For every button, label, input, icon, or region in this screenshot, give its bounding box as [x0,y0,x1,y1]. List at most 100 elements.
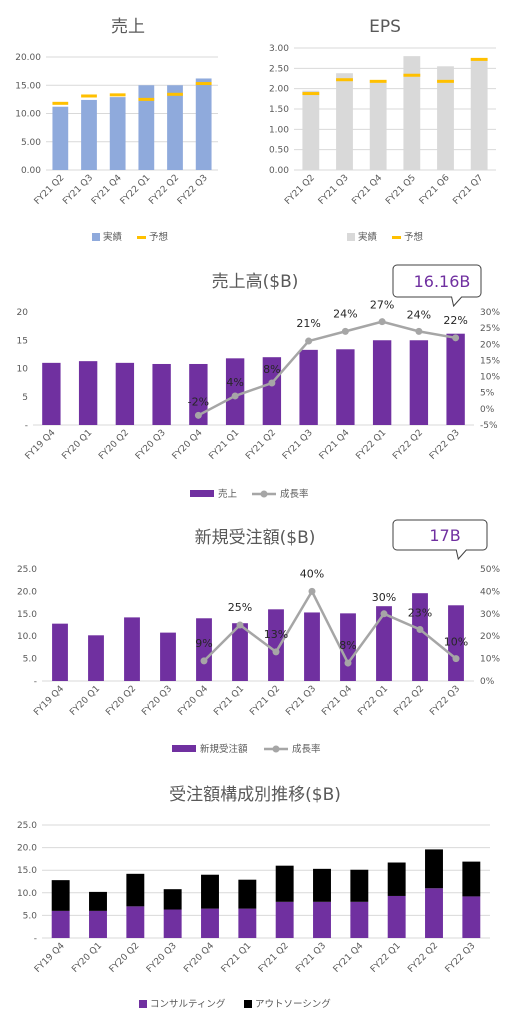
bar-actual [195,78,212,170]
legend-label: 実績 [103,231,123,243]
bar-outsourcing [462,861,481,897]
growth-label: 8% [339,639,356,652]
bar-value [78,361,98,425]
bar-consulting [238,908,257,938]
x-tick-label: FY21 Q7 [451,173,485,207]
legend-label: アウトソーシング [255,998,331,1010]
forecast-marker [336,78,353,82]
bar-consulting [275,901,294,938]
bar-value [336,349,355,425]
bar-consulting [163,909,182,938]
growth-label: 8% [263,363,280,376]
x-tick-label: FY22 Q2 [391,428,425,462]
bar-consulting [313,901,331,938]
y-tick-label: 20.00 [15,53,41,63]
y-tick-label: 10.0 [17,889,37,899]
y2-tick-label: 10% [480,373,500,383]
growth-point [416,625,424,633]
growth-label: 27% [370,299,394,312]
callout-box [392,264,482,308]
bar-value [412,593,428,681]
y2-tick-label: 15% [480,356,500,366]
y2-tick-label: 30% [480,308,500,318]
y-tick-label: 15.0 [17,866,37,876]
legend-swatch [139,1000,147,1008]
bar-consulting [126,906,145,938]
chart-revenue: 売上高($B) - 5 10 15 20 -5% 0% 5% 10% 15% 20% 25% 30% -2%… [17,264,500,500]
x-tick-label: FY20 Q2 [97,428,131,462]
bar-value [88,635,104,681]
y-tick-label: 0.00 [269,166,289,176]
bar-consulting [201,908,219,938]
growth-label: 9% [195,637,212,650]
legend-swatch [347,233,355,241]
y-tick-label: 0.00 [21,166,41,176]
x-tick-label: FY20 Q1 [60,428,94,462]
bar-value [340,613,356,681]
growth-point [231,392,239,400]
x-tick-label: FY21 Q3 [294,941,328,975]
bar-actual [109,97,126,170]
legend-swatch-point [272,745,280,753]
bar-value [152,363,171,425]
bar-outsourcing [126,873,145,907]
x-tick-label: FY20 Q4 [182,941,216,975]
growth-label: 40% [300,567,324,580]
y-tick-label: 15.00 [15,81,41,91]
bar-value [232,623,248,681]
y2-tick-label: 0% [480,677,495,687]
forecast-marker [302,92,320,96]
bar-value [446,333,465,425]
growth-label: 23% [408,606,432,619]
bar-outsourcing [275,865,294,902]
forecast-marker [403,73,421,77]
bar-outsourcing [387,862,406,896]
x-tick-label: FY20 Q1 [70,941,104,975]
bar-consulting [51,910,70,938]
callout-box [392,519,488,561]
bar-consulting [387,895,406,938]
y-tick-label: 10 [17,365,29,375]
x-tick-label: FY22 Q1 [369,941,403,975]
forecast-marker [369,79,387,83]
x-tick-label: FY21 Q3 [284,684,318,718]
growth-point [341,327,349,335]
bar-outsourcing [163,889,182,910]
legend-label: 成長率 [292,743,321,755]
x-tick-label: FY20 Q2 [108,941,142,975]
bar-outsourcing [89,891,107,911]
growth-point [380,610,388,618]
y-tick-label: 5.0 [23,655,38,665]
x-tick-label: FY21 Q1 [220,941,254,975]
legend-swatch [172,745,196,752]
growth-label: 30% [372,591,396,604]
chart-title: 受注額構成別推移($B) [169,785,341,805]
bar-value [52,623,68,681]
x-tick-label: FY22 Q3 [176,173,210,207]
growth-label: 25% [228,601,252,614]
bar-outsourcing [238,879,257,909]
growth-label: 21% [296,317,320,330]
x-tick-label: FY21 Q2 [33,173,67,207]
legend-swatch-point [260,490,268,498]
y2-tick-label: 30% [480,610,500,620]
bar-value [189,363,208,425]
bar-value [304,612,320,681]
y-tick-label: 0.50 [269,146,289,156]
chart-title: EPS [369,17,401,37]
y2-tick-label: 20% [480,632,500,642]
x-tick-label: FY21 Q1 [207,428,241,462]
y-tick-label: 5.00 [21,138,41,148]
forecast-marker [470,57,488,61]
bar-actual [81,99,97,170]
y2-tick-label: 10% [480,655,500,665]
forecast-marker [167,92,183,96]
legend-label: 実績 [358,231,378,243]
y-tick-label: 10.00 [15,110,41,120]
growth-point [344,659,352,667]
forecast-marker [437,79,454,83]
y2-tick-label: 40% [480,587,500,597]
x-tick-label: FY20 Q3 [140,684,174,718]
growth-line [203,588,457,666]
